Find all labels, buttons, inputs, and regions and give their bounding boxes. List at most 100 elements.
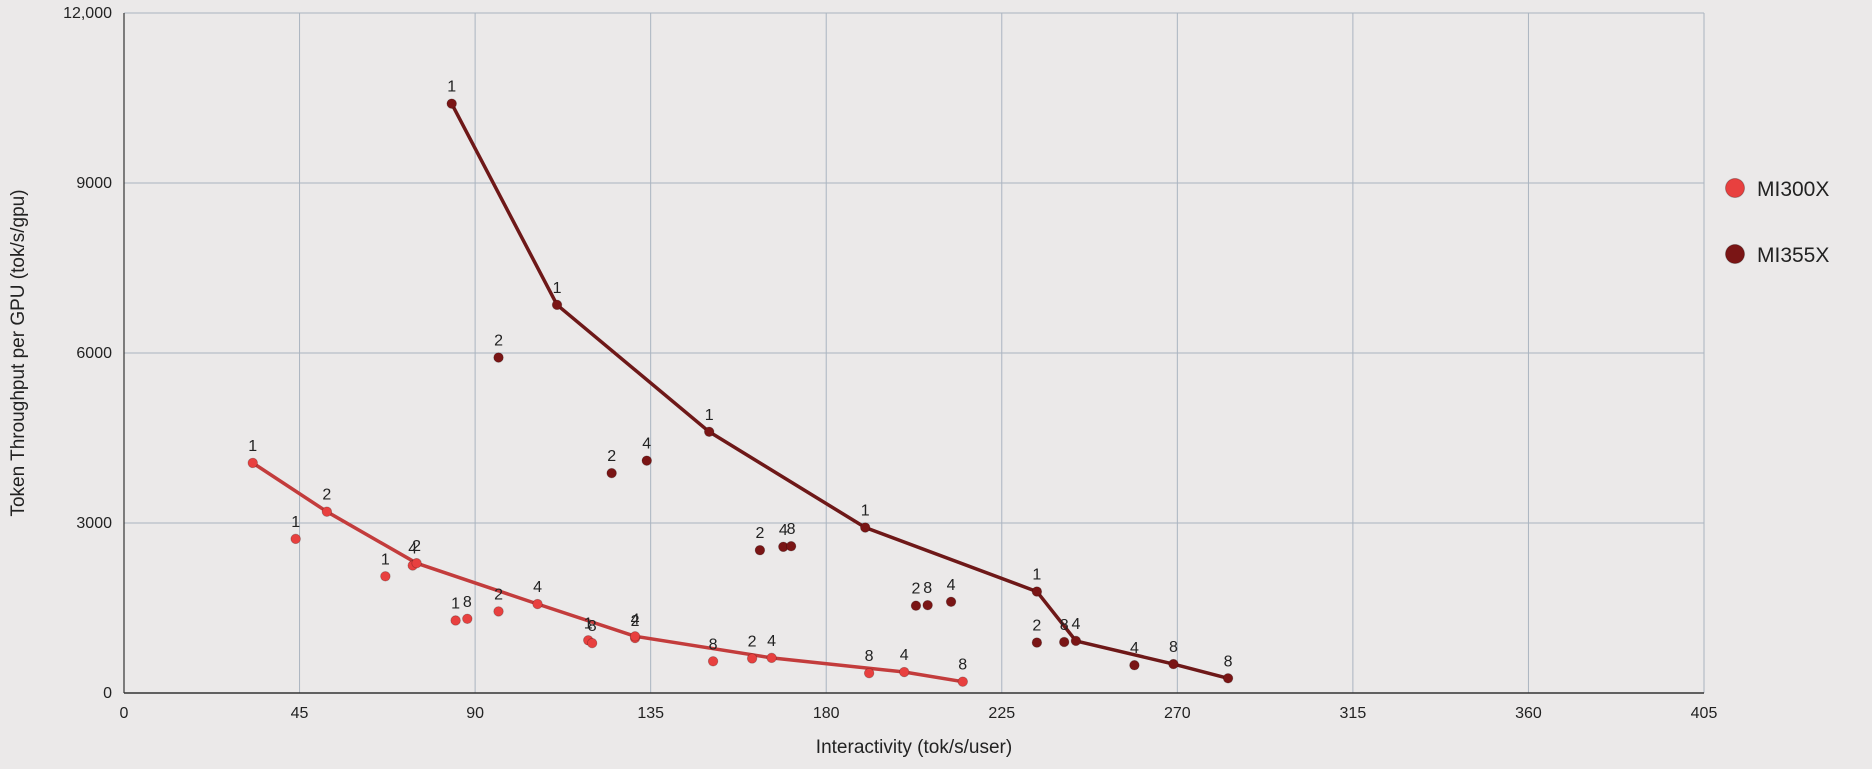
- mi300x-point-label: 4: [533, 579, 542, 596]
- mi300x-point-label: 8: [463, 594, 472, 611]
- mi355x-data-point: [1070, 635, 1082, 647]
- mi300x-data-point: [746, 653, 758, 664]
- mi355x-data-point: [641, 455, 652, 466]
- y-tick-label: 9000: [76, 175, 112, 192]
- mi355x-data-point: [1058, 636, 1070, 648]
- mi300x-data-point: [957, 676, 968, 687]
- mi300x-data-point: [493, 606, 504, 617]
- y-tick-label: 6000: [76, 345, 112, 362]
- mi355x-point-label: 1: [1032, 567, 1041, 584]
- mi355x-point-label: 2: [1032, 618, 1041, 635]
- mi355x-point-label: 4: [1071, 616, 1080, 633]
- mi355x-data-point: [493, 352, 504, 363]
- y-tick-label: 0: [103, 685, 112, 702]
- mi300x-frontier-line: [250, 461, 965, 684]
- mi300x-point-label: 1: [584, 615, 593, 632]
- mi355x-legend-label: MI355X: [1757, 244, 1829, 267]
- mi300x-data-point: [321, 506, 333, 517]
- mi300x-point-label: 4: [900, 647, 909, 664]
- mi355x-point-label: 1: [861, 503, 870, 520]
- mi355x-data-point: [1031, 637, 1043, 648]
- x-tick-label: 315: [1340, 705, 1367, 722]
- x-tick-label: 45: [291, 705, 309, 722]
- mi300x-data-point: [863, 667, 875, 679]
- mi355x-point-label: 1: [705, 407, 714, 424]
- mi355x-point-label: 2: [607, 448, 616, 465]
- mi300x-point-label: 2: [748, 633, 757, 650]
- y-tick-label: 12,000: [63, 5, 112, 22]
- mi355x-data-point: [1129, 660, 1140, 671]
- mi355x-point-label: 8: [923, 580, 932, 597]
- mi355x-data-point: [1168, 658, 1179, 670]
- mi300x-legend-marker: [1725, 178, 1745, 198]
- mi355x-data-point: [1222, 673, 1234, 684]
- mi300x-point-label: 4: [408, 541, 417, 558]
- mi300x-data-point: [586, 637, 598, 649]
- mi355x-point-label: 2: [494, 333, 503, 350]
- mi300x-point-label: 1: [381, 551, 390, 568]
- mi300x-data-point: [707, 656, 719, 667]
- mi300x-point-label: 1: [248, 438, 257, 455]
- mi355x-point-label: 2: [911, 581, 920, 598]
- mi355x-data-point: [446, 98, 457, 109]
- mi300x-data-point: [532, 598, 543, 610]
- x-tick-label: 135: [637, 705, 664, 722]
- mi355x-data-point: [910, 600, 922, 611]
- mi355x-data-point: [606, 467, 617, 479]
- mi355x-point-label: 8: [1169, 639, 1178, 656]
- x-tick-label: 90: [466, 705, 484, 722]
- mi355x-legend-marker: [1725, 244, 1745, 264]
- mi300x-point-label: 8: [958, 657, 967, 674]
- data-points: [247, 98, 1234, 687]
- axes: 0 45 90 135 180 225 270 315 360 405 0 3000 6000 9000 1…: [63, 5, 1717, 722]
- mi300x-data-point: [247, 457, 258, 469]
- mi355x-point-label: 4: [642, 436, 651, 453]
- mi300x-point-label: 1: [451, 595, 460, 612]
- mi300x-point-label: 8: [865, 648, 874, 665]
- mi355x-point-label: 8: [787, 521, 796, 538]
- mi300x-point-label: 8: [709, 636, 718, 653]
- mi300x-data-point: [462, 613, 473, 624]
- mi355x-point-label: 2: [755, 525, 764, 542]
- mi300x-data-point: [766, 652, 777, 664]
- mi300x-data-point: [450, 615, 461, 626]
- mi300x-data-point: [899, 666, 910, 678]
- mi300x-point-label: 2: [494, 586, 503, 603]
- mi300x-point-label: 8: [588, 618, 597, 635]
- mi355x-point-label: 1: [447, 79, 456, 96]
- x-tick-label: 270: [1164, 705, 1191, 722]
- mi355x-data-point: [1031, 586, 1043, 597]
- mi300x-point-label: 4: [631, 611, 640, 628]
- mi300x-point-label: 1: [291, 514, 300, 531]
- x-tick-label: 0: [120, 705, 129, 722]
- frontier-lines: [250, 101, 1230, 684]
- x-tick-label: 180: [813, 705, 840, 722]
- mi355x-data-point: [860, 522, 871, 533]
- mi355x-point-label: 4: [1130, 640, 1139, 657]
- y-tick-label: 3000: [76, 515, 112, 532]
- mi300x-point-label: 2: [412, 538, 421, 555]
- x-tick-label: 225: [988, 705, 1015, 722]
- mi300x-legend-label: MI300X: [1757, 178, 1829, 201]
- x-axis-title: Interactivity (tok/s/user): [816, 737, 1012, 758]
- mi300x-point-label: 2: [322, 487, 331, 504]
- x-tick-label: 405: [1691, 705, 1718, 722]
- mi355x-point-label: 8: [1224, 653, 1233, 670]
- mi300x-data-point: [411, 558, 422, 569]
- mi355x-data-point: [551, 299, 563, 311]
- mi355x-point-label: 8: [1060, 617, 1069, 634]
- mi355x-data-point: [922, 599, 933, 611]
- mi355x-frontier-line: [449, 101, 1230, 681]
- mi300x-data-point: [629, 631, 641, 642]
- mi355x-data-point: [703, 426, 715, 437]
- y-axis-title: Token Throughput per GPU (tok/s/gpu): [8, 189, 29, 516]
- mi355x-data-point: [945, 596, 957, 607]
- mi300x-point-label: 2: [631, 613, 640, 630]
- mi355x-data-point: [754, 545, 766, 556]
- mi355x-point-label: 4: [779, 522, 788, 539]
- x-tick-label: 360: [1515, 705, 1542, 722]
- mi300x-data-point: [380, 571, 391, 582]
